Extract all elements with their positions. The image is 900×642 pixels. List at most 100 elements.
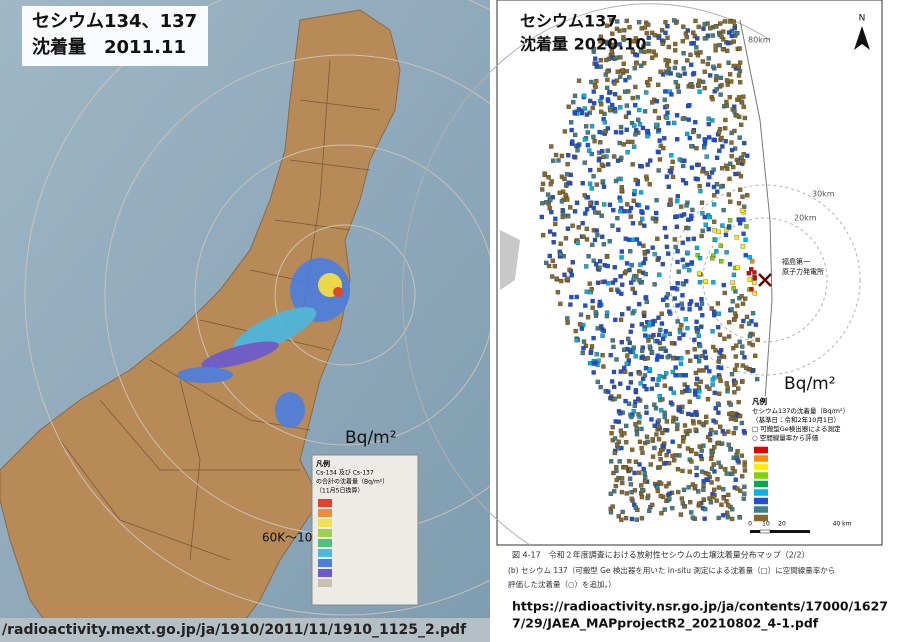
sampling-point xyxy=(677,443,682,449)
sampling-point xyxy=(713,77,719,83)
sampling-point xyxy=(563,236,569,241)
sampling-point xyxy=(679,322,684,328)
sampling-point xyxy=(724,163,729,168)
sampling-point xyxy=(752,280,757,285)
sampling-point xyxy=(562,129,568,134)
sampling-point xyxy=(672,458,677,463)
sampling-point xyxy=(637,462,642,467)
sampling-point xyxy=(650,502,655,508)
sampling-point xyxy=(652,423,657,428)
sampling-point xyxy=(639,164,644,169)
sampling-point xyxy=(617,95,622,101)
sampling-point xyxy=(656,35,661,40)
sampling-point xyxy=(680,306,685,311)
sampling-point xyxy=(719,259,724,264)
sampling-point xyxy=(611,369,617,375)
sampling-point xyxy=(687,469,692,474)
sampling-point xyxy=(752,275,757,280)
sampling-point xyxy=(675,422,680,427)
sampling-point xyxy=(653,406,659,411)
sampling-point xyxy=(635,202,640,207)
sampling-point xyxy=(693,409,699,415)
legend-swatch xyxy=(754,455,768,462)
sampling-point xyxy=(642,471,647,476)
sampling-point xyxy=(549,144,554,149)
sampling-point xyxy=(589,151,594,157)
sampling-point xyxy=(656,332,662,338)
sampling-point xyxy=(714,155,720,161)
sampling-point xyxy=(613,130,619,135)
sampling-point xyxy=(703,355,708,360)
sampling-point xyxy=(711,202,717,207)
sampling-point xyxy=(672,286,678,291)
sampling-point xyxy=(729,140,734,145)
sampling-point xyxy=(670,439,675,444)
sampling-point xyxy=(667,496,672,501)
sampling-point xyxy=(664,452,669,458)
sampling-point xyxy=(686,117,691,122)
sampling-point xyxy=(703,506,708,512)
sampling-point xyxy=(687,307,692,312)
sampling-point xyxy=(693,392,698,397)
legend-swatch xyxy=(318,499,332,507)
sampling-point xyxy=(637,301,642,307)
sampling-point xyxy=(609,49,614,54)
sampling-point xyxy=(614,477,619,483)
sampling-point xyxy=(588,350,593,356)
sampling-point xyxy=(697,389,702,394)
sampling-point xyxy=(599,162,605,167)
sampling-point xyxy=(623,114,629,119)
sampling-point xyxy=(707,26,713,31)
sampling-point xyxy=(743,237,748,242)
sampling-point xyxy=(697,501,702,506)
sampling-point xyxy=(693,18,698,24)
sampling-point xyxy=(566,153,571,158)
sampling-point xyxy=(707,214,712,220)
sampling-point xyxy=(710,118,715,123)
sampling-point xyxy=(593,262,599,267)
sampling-points xyxy=(539,18,760,522)
sampling-point xyxy=(698,306,703,311)
sampling-point xyxy=(618,381,623,386)
neighbor-area xyxy=(500,230,520,290)
caption: 評価した沈着量（○）を追加。） xyxy=(508,579,616,589)
sampling-point xyxy=(566,214,571,219)
sampling-point xyxy=(542,172,547,178)
sampling-point xyxy=(658,143,664,148)
sampling-point xyxy=(694,376,700,382)
sampling-point xyxy=(716,229,722,235)
sampling-point xyxy=(739,453,744,458)
sampling-point xyxy=(694,146,699,151)
sampling-point xyxy=(702,86,707,91)
sampling-point xyxy=(565,162,570,167)
sampling-point xyxy=(611,344,616,350)
sampling-point xyxy=(579,326,585,331)
sampling-point xyxy=(740,344,745,349)
sampling-point xyxy=(663,20,668,25)
sampling-point xyxy=(670,159,675,165)
sampling-point xyxy=(611,154,617,159)
sampling-point xyxy=(618,274,623,279)
sampling-point xyxy=(716,325,721,330)
sampling-point xyxy=(711,64,716,69)
sampling-point xyxy=(552,232,557,237)
sampling-point xyxy=(703,137,708,142)
sampling-point xyxy=(589,286,594,292)
sampling-point xyxy=(753,353,758,359)
sampling-point xyxy=(633,505,638,510)
sampling-point xyxy=(669,153,674,158)
sampling-point xyxy=(727,224,732,229)
sampling-point xyxy=(628,349,633,355)
sampling-point xyxy=(589,79,594,85)
sampling-point xyxy=(568,205,573,210)
sampling-point xyxy=(646,49,652,54)
sampling-point xyxy=(646,41,651,46)
sampling-point xyxy=(624,103,630,108)
unit: Bq/m² xyxy=(784,374,836,394)
sampling-point xyxy=(601,184,607,189)
sampling-point xyxy=(742,140,747,146)
sampling-point xyxy=(690,207,695,213)
sampling-point xyxy=(668,197,673,203)
sampling-point xyxy=(592,138,597,144)
sampling-point xyxy=(635,396,641,402)
